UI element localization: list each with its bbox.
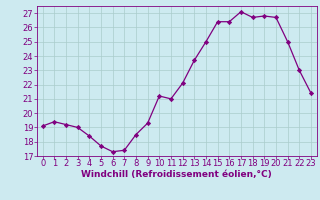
X-axis label: Windchill (Refroidissement éolien,°C): Windchill (Refroidissement éolien,°C): [81, 170, 272, 179]
